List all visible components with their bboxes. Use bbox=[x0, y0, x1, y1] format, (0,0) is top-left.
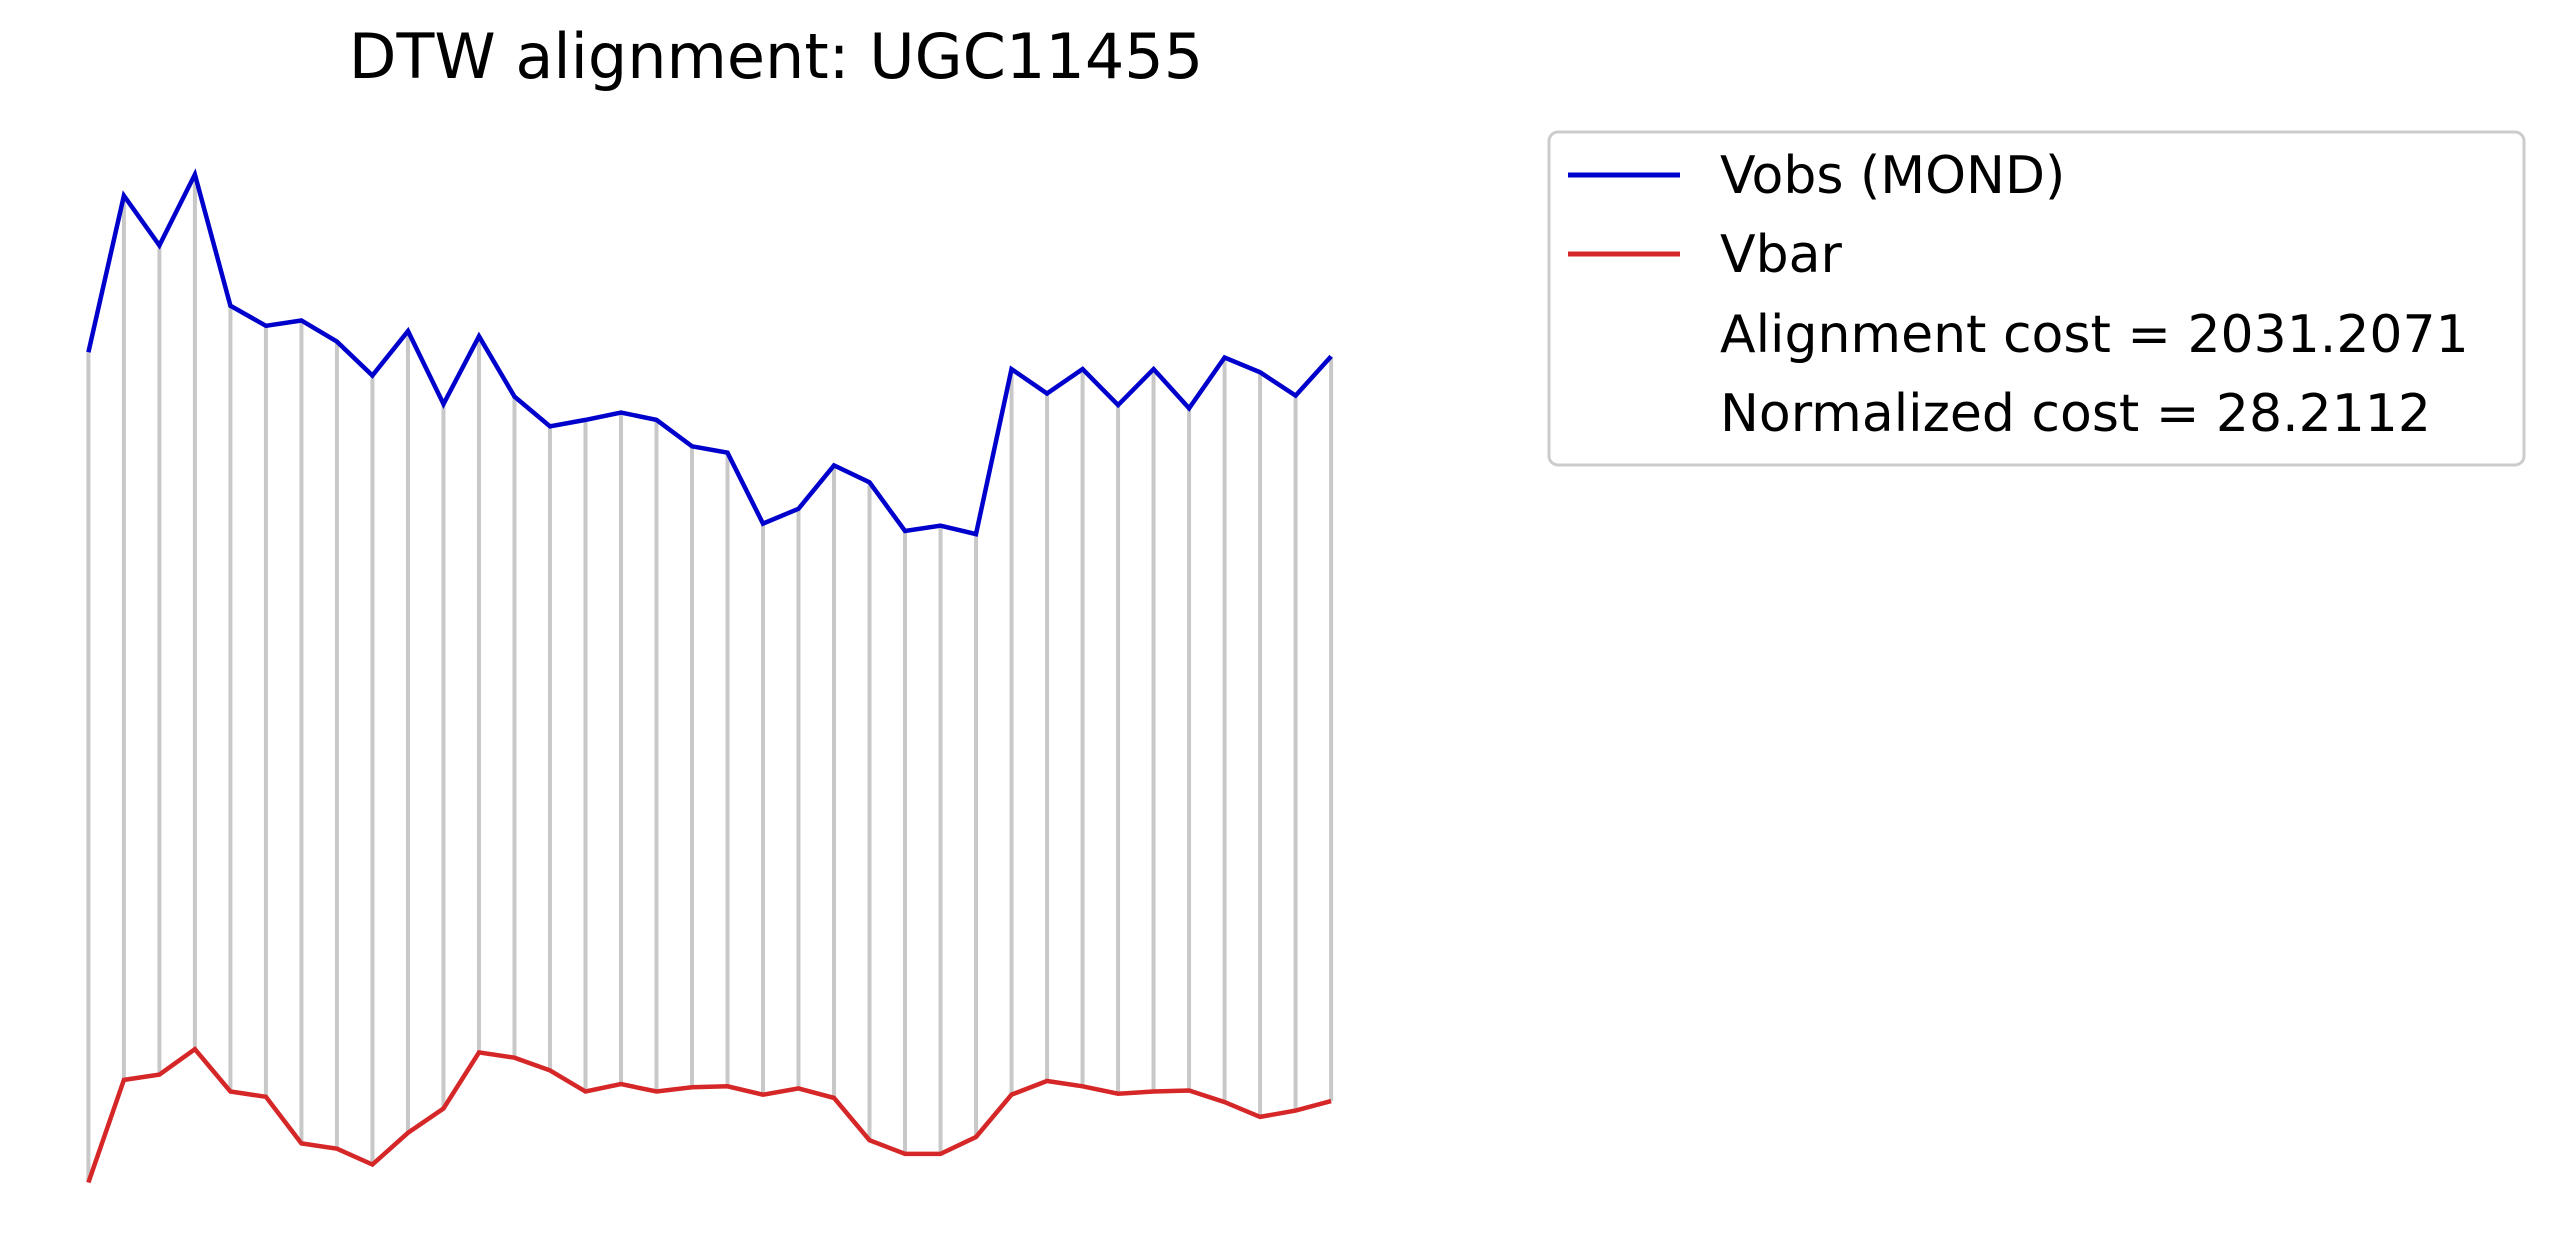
series-line-vobs bbox=[86, 168, 1333, 537]
plot-area bbox=[86, 168, 1334, 1184]
legend-label: Normalized cost = 28.2112 bbox=[1720, 384, 2431, 444]
alignment-lines bbox=[86, 174, 1334, 1183]
legend-label: Vbar bbox=[1720, 225, 1842, 285]
legend-label: Vobs (MOND) bbox=[1720, 146, 2065, 206]
series-line-vbar bbox=[86, 1046, 1332, 1184]
legend-label: Alignment cost = 2031.2071 bbox=[1720, 305, 2469, 365]
legend: Vobs (MOND) Vbar Alignment cost = 2031.207… bbox=[1547, 130, 2526, 467]
legend-entries: Vobs (MOND) Vbar Alignment cost = 2031.207… bbox=[1568, 146, 2469, 444]
chart-title: DTW alignment: UGC11455 bbox=[349, 20, 1203, 93]
legend-frame bbox=[1547, 130, 2526, 467]
series-lines bbox=[86, 168, 1333, 1184]
